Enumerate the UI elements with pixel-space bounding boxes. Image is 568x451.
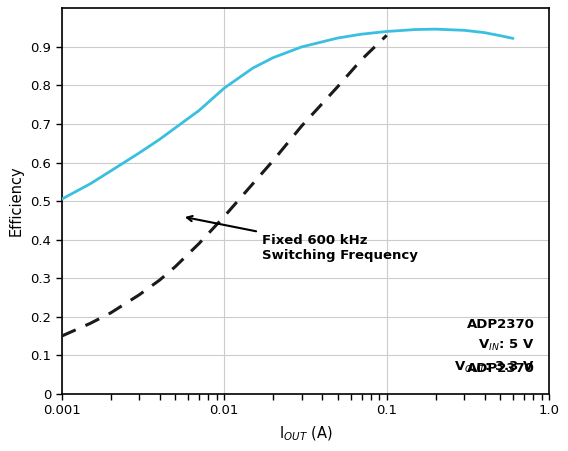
Text: ADP2370
V$_{IN}$: 5 V
V$_{OUT}$: 3.3 V: ADP2370 V$_{IN}$: 5 V V$_{OUT}$: 3.3 V — [454, 318, 534, 375]
Text: ADP2370: ADP2370 — [467, 362, 534, 375]
X-axis label: I$_{OUT}$ (A): I$_{OUT}$ (A) — [279, 424, 332, 443]
Text: Fixed 600 kHz
Switching Frequency: Fixed 600 kHz Switching Frequency — [187, 216, 417, 262]
Y-axis label: Efficiency: Efficiency — [9, 166, 23, 236]
